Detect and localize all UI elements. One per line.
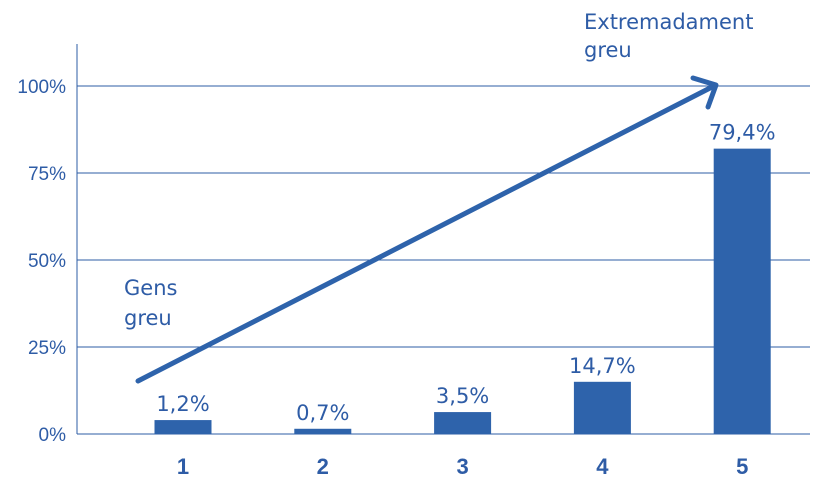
bars — [154, 148, 771, 434]
x-tick-label: 3 — [456, 454, 468, 477]
y-tick-label: 0% — [39, 425, 67, 446]
x-tick-label: 2 — [317, 454, 329, 477]
x-tick-label: 1 — [177, 454, 189, 477]
arrow-head — [690, 75, 719, 110]
bar — [294, 428, 352, 434]
y-tick-label: 75% — [28, 164, 66, 185]
bar — [573, 381, 631, 434]
arrow-shaft — [135, 84, 715, 384]
data-label: 1,2% — [156, 392, 209, 416]
data-label: 0,7% — [296, 401, 349, 425]
bar — [154, 420, 212, 434]
grid-lines — [77, 85, 810, 435]
x-tick-label: 4 — [596, 454, 609, 477]
x-tick-label: 5 — [736, 454, 748, 477]
data-labels: 1,2% 0,7% 3,5% 14,7% 79,4% — [156, 121, 775, 425]
data-label: 3,5% — [436, 384, 489, 408]
bar — [713, 148, 771, 434]
annotation-high-line2: greu — [584, 38, 632, 62]
annotation-low-line2: greu — [124, 306, 172, 330]
y-tick-labels: 0% 25% 50% 75% 100% — [17, 77, 66, 446]
annotation-high-line1: Extremadament — [584, 10, 753, 34]
annotation-low-line1: Gens — [124, 276, 177, 300]
trend-arrow — [135, 75, 719, 384]
bar — [434, 412, 492, 434]
x-tick-labels: 1 2 3 4 5 — [177, 454, 748, 477]
y-tick-label: 100% — [17, 77, 66, 98]
y-tick-label: 50% — [28, 251, 66, 272]
data-label: 79,4% — [709, 121, 776, 145]
y-tick-label: 25% — [28, 338, 66, 359]
data-label: 14,7% — [569, 354, 636, 378]
